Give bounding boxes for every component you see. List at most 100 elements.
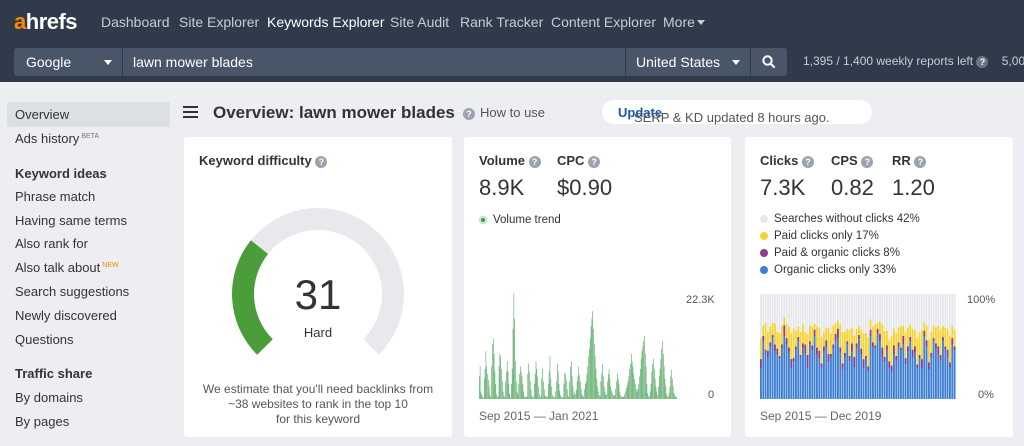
- clicks-bar-paid-organic-segment: [881, 347, 884, 357]
- clicks-bar-no-clicks-segment: [771, 294, 774, 323]
- volume-bar: [662, 341, 663, 399]
- volume-bar: [543, 381, 544, 399]
- clicks-bar-paid-organic-segment: [907, 346, 909, 352]
- volume-bar: [676, 396, 677, 399]
- clicks-bar-organic-segment: [813, 336, 816, 399]
- sidebar-item-newly-discovered[interactable]: Newly discovered: [15, 308, 117, 323]
- cpc-label: CPC: [557, 153, 585, 168]
- volume-bar: [649, 391, 651, 399]
- ahrefs-logo[interactable]: ahrefs: [14, 9, 78, 35]
- sidebar-item-ads-history[interactable]: Ads history BETA: [15, 131, 99, 146]
- reports-help-icon[interactable]: ?: [976, 55, 989, 68]
- clicks-bar-no-clicks-segment: [904, 294, 907, 332]
- clicks-bar-no-clicks-segment: [942, 294, 944, 327]
- clicks-bar-paid-segment: [883, 330, 886, 357]
- volume-bar: [649, 396, 650, 399]
- nav-site-audit[interactable]: Site Audit: [390, 14, 450, 30]
- clicks-bar-paid-segment: [911, 328, 914, 350]
- sidebar-item-also-talk-about[interactable]: Also talk about NEW: [15, 260, 119, 275]
- volume-bar: [573, 394, 575, 399]
- sidebar-item-having-same-terms[interactable]: Having same terms: [15, 213, 127, 228]
- clicks-bar-paid-segment: [783, 317, 786, 326]
- sidebar-item-by-domains[interactable]: By domains: [15, 390, 83, 405]
- clicks-bar-no-clicks-segment: [900, 294, 902, 327]
- volume-bar: [527, 373, 529, 399]
- clicks-bar-paid-organic-segment: [946, 349, 949, 357]
- country-select[interactable]: United States: [626, 48, 750, 76]
- sidebar-item-also-rank-for[interactable]: Also rank for: [15, 236, 88, 251]
- nav-content-explorer[interactable]: Content Explorer: [551, 14, 657, 30]
- cps-help-icon[interactable]: ?: [861, 155, 874, 168]
- clicks-bar-paid-segment: [923, 322, 926, 331]
- clicks-bar-organic-segment: [867, 371, 870, 399]
- sidebar-item-questions[interactable]: Questions: [15, 332, 74, 347]
- search-engine-select[interactable]: Google: [14, 48, 122, 76]
- nav-more[interactable]: More: [663, 14, 695, 30]
- clicks-bar-no-clicks-segment: [806, 294, 809, 334]
- clicks-bar-organic-segment: [883, 362, 886, 399]
- volume-bar: [506, 371, 507, 399]
- search-button[interactable]: [751, 48, 787, 76]
- clicks-bar-organic-segment: [853, 367, 856, 399]
- volume-bar: [546, 396, 547, 399]
- more-chevron-down-icon[interactable]: [697, 20, 705, 25]
- nav-site-explorer[interactable]: Site Explorer: [179, 14, 260, 30]
- clicks-bar-no-clicks-segment: [951, 294, 954, 326]
- clicks-bar-no-clicks-segment: [841, 294, 844, 332]
- clicks-help-icon[interactable]: ?: [801, 155, 814, 168]
- how-to-use-link[interactable]: ? How to use: [463, 105, 545, 120]
- volume-bar: [576, 381, 578, 399]
- clicks-bar-no-clicks-segment: [776, 294, 779, 332]
- volume-bar: [606, 393, 607, 399]
- clicks-bar-paid-organic-segment: [771, 334, 774, 339]
- clicks-bar-no-clicks-segment: [872, 294, 874, 327]
- clicks-bar-no-clicks-segment: [916, 294, 919, 339]
- clicks-bar-paid-organic-segment: [890, 365, 893, 373]
- clicks-bar-organic-segment: [834, 341, 837, 399]
- update-link[interactable]: Update: [618, 105, 663, 120]
- clicks-bar-no-clicks-segment: [911, 294, 914, 329]
- clicks-y-max-label: 100%: [967, 294, 996, 306]
- keyword-search-input[interactable]: lawn mower blades: [123, 48, 625, 76]
- clicks-bar-no-clicks-segment: [902, 294, 905, 326]
- clicks-bar-organic-segment: [911, 357, 914, 399]
- keyword-difficulty-card: Keyword difficulty ? 31 Hard We estimate…: [184, 137, 452, 437]
- volume-bar: [600, 381, 602, 399]
- clicks-bar-organic-segment: [860, 354, 863, 399]
- clicks-distribution-chart: [760, 294, 956, 399]
- menu-toggle-icon[interactable]: [183, 106, 198, 118]
- nav-rank-tracker[interactable]: Rank Tracker: [460, 14, 544, 30]
- volume-bar: [663, 366, 665, 399]
- clicks-bar-paid-segment: [820, 337, 823, 364]
- volume-bar: [506, 361, 508, 399]
- sidebar-item-by-pages[interactable]: By pages: [15, 414, 70, 429]
- rr-help-icon[interactable]: ?: [914, 155, 927, 168]
- volume-bar: [485, 351, 487, 399]
- sidebar-item-phrase-match[interactable]: Phrase match: [15, 189, 96, 204]
- sidebar-item-search-suggestions[interactable]: Search suggestions: [15, 284, 130, 299]
- cpc-help-icon[interactable]: ?: [588, 155, 601, 168]
- clicks-bar-organic-segment: [788, 352, 790, 399]
- volume-help-icon[interactable]: ?: [528, 155, 541, 168]
- clicks-bar-organic-segment: [855, 348, 858, 399]
- volume-bar: [669, 386, 671, 399]
- clicks-bar-paid-organic-segment: [930, 352, 933, 357]
- volume-bar: [664, 378, 666, 399]
- volume-bar: [658, 386, 659, 399]
- volume-bar: [521, 376, 523, 399]
- clicks-bar-paid-segment: [909, 324, 912, 338]
- clicks-bar-organic-segment: [809, 344, 811, 399]
- volume-bar: [668, 392, 670, 399]
- clicks-bar-paid-organic-segment: [788, 347, 790, 353]
- volume-bar: [652, 363, 653, 399]
- clicks-bar-paid-segment: [813, 323, 816, 330]
- nav-keywords-explorer[interactable]: Keywords Explorer: [267, 14, 385, 30]
- rr-label: RR: [892, 153, 911, 168]
- nav-dashboard[interactable]: Dashboard: [101, 14, 170, 30]
- volume-bar: [492, 343, 493, 399]
- kd-help-icon[interactable]: ?: [315, 155, 328, 168]
- sidebar-item-overview[interactable]: Overview: [15, 107, 70, 122]
- legend-organic-only-dot-icon: [760, 265, 768, 274]
- volume-bar: [516, 391, 518, 399]
- clicks-bar-paid-organic-segment: [953, 346, 956, 351]
